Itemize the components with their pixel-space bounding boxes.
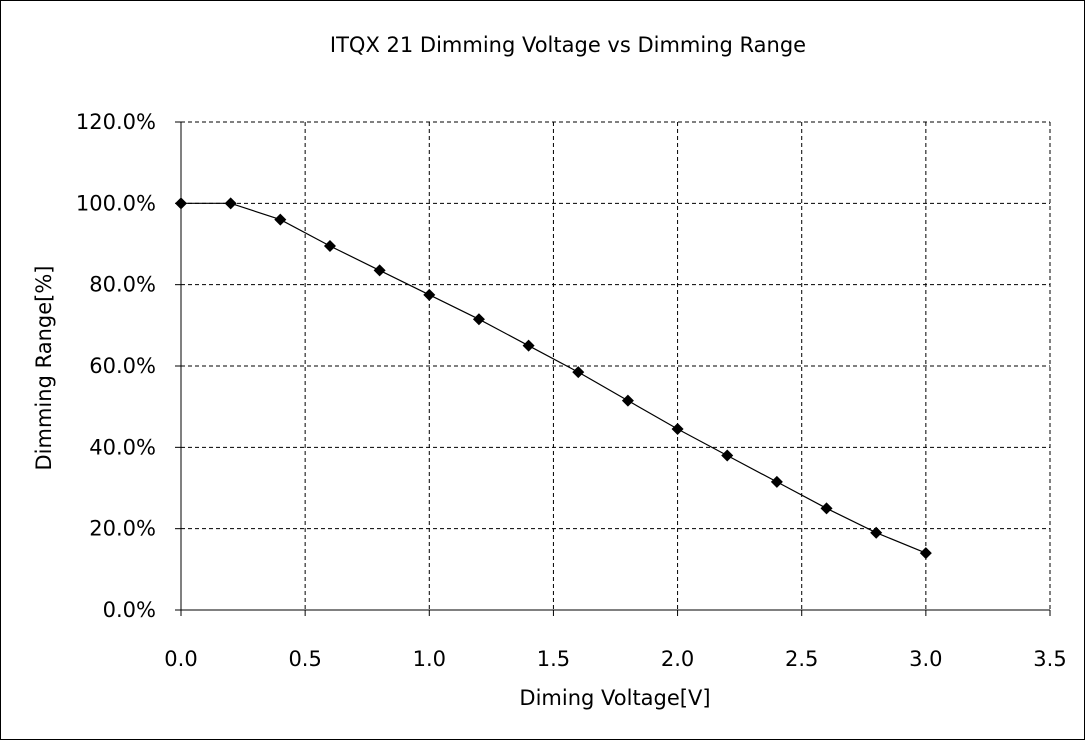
data-point-marker [472, 313, 485, 326]
data-point-marker [919, 547, 932, 560]
x-tick-label: 2.5 [785, 647, 818, 671]
data-point-marker [274, 213, 287, 226]
gridlines [181, 121, 1051, 610]
x-tick-label: 0.5 [288, 647, 321, 671]
x-tick-label: 1.0 [413, 647, 446, 671]
data-point-marker [721, 449, 734, 462]
data-point-marker [671, 423, 684, 436]
data-point-marker [770, 475, 783, 488]
data-point-marker [572, 366, 585, 379]
series-line [181, 202, 927, 554]
data-point-marker [621, 394, 634, 407]
x-tick-label: 0.0 [164, 647, 197, 671]
x-tick-label: 2.0 [661, 647, 694, 671]
x-axis-label: Diming Voltage[V] [519, 686, 710, 710]
y-tick-label: 60.0% [89, 354, 156, 378]
y-axis-label: Dimming Range[%] [32, 266, 56, 471]
data-point-marker [175, 197, 187, 210]
data-point-marker [224, 197, 237, 210]
data-point-marker [323, 240, 336, 253]
data-point-marker [522, 339, 535, 352]
series-layer [175, 197, 932, 560]
y-tick-label: 20.0% [89, 517, 156, 541]
x-tick-label: 3.5 [1033, 647, 1066, 671]
x-tick-label: 1.5 [537, 647, 570, 671]
y-tick-label: 0.0% [103, 598, 156, 622]
plot-axes [175, 121, 1051, 616]
y-tick-labels: 0.0% 20.0% 40.0% 60.0% 80.0% 100.0% 120.0% [76, 110, 156, 622]
y-tick-label: 40.0% [89, 435, 156, 459]
data-point-marker [870, 526, 883, 539]
data-point-marker [423, 288, 436, 301]
y-tick-label: 80.0% [89, 273, 156, 297]
x-tick-labels: 0.0 0.5 1.0 1.5 2.0 2.5 3.0 3.5 [164, 647, 1066, 671]
data-point-marker [373, 264, 386, 277]
chart-title: ITQX 21 Dimming Voltage vs Dimming Range [330, 33, 806, 57]
y-tick-label: 100.0% [76, 191, 156, 215]
y-tick-label: 120.0% [76, 110, 156, 134]
x-tick-label: 3.0 [909, 647, 942, 671]
data-point-marker [820, 502, 833, 515]
